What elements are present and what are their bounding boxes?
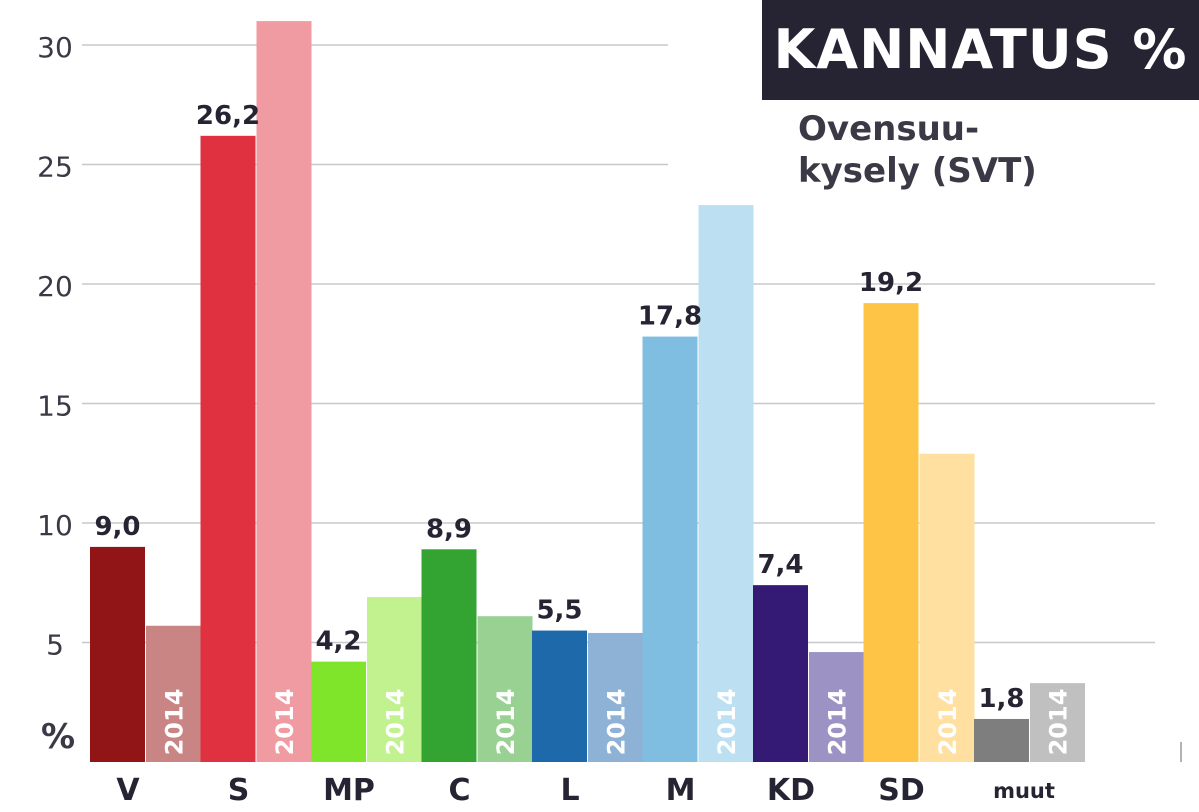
y-tick-label: 15: [37, 390, 73, 423]
y-tick-label: 20: [37, 270, 73, 303]
bar-sd-current: [863, 303, 919, 762]
bar-v-current: [90, 546, 145, 762]
y-tick-label: 5: [46, 629, 64, 662]
bar-mp-2014: [367, 597, 422, 762]
bar-m-2014: [698, 205, 754, 762]
bar-sd-2014: [919, 453, 975, 762]
bar-kd-current: [753, 585, 808, 762]
bars: [90, 21, 1085, 763]
x-tick-label-s: S: [228, 773, 250, 808]
subtitle-line-1: Ovensuu-: [798, 109, 980, 149]
bar-muut-current: [974, 718, 1029, 762]
x-tick-label-l: L: [560, 773, 579, 808]
chart-title: KANNATUS %: [762, 0, 1199, 100]
bar-mp-current: [311, 661, 366, 762]
bar-c-current: [421, 549, 477, 762]
bar-year-label: 2014: [161, 689, 189, 756]
y-tick-labels: 5 10 15 20 25 30: [37, 31, 73, 662]
y-tick-label: 25: [37, 151, 73, 184]
x-tick-label-v: V: [116, 773, 140, 808]
x-tick-label-sd: SD: [878, 773, 925, 808]
x-tick-label-kd: KD: [767, 773, 815, 808]
bar-year-label: 2014: [492, 689, 520, 756]
value-label-s: 26,2: [196, 101, 260, 131]
chart-subtitle: Ovensuu- kysely (SVT): [798, 108, 1098, 192]
bar-m-current: [642, 336, 698, 762]
bar-year-label: 2014: [824, 689, 852, 756]
bar-c-2014: [477, 616, 533, 762]
value-label-kd: 7,4: [757, 550, 803, 580]
bar-v-2014: [146, 625, 201, 762]
bar-kd-2014: [809, 652, 864, 762]
bar-year-label: 2014: [934, 689, 962, 756]
bar-year-label: 2014: [713, 689, 741, 756]
y-axis-label: %: [41, 717, 75, 757]
bar-s-2014: [256, 21, 312, 763]
y-tick-label: 30: [37, 31, 73, 64]
x-tick-label-m: M: [666, 773, 696, 808]
data-labels: 2014 9,0 2014 26,2 2014 4,2 2014 8,9 2014 5,5 2014…: [94, 101, 1072, 756]
subtitle-line-2: kysely (SVT): [798, 151, 1037, 191]
bar-muut-2014: [1030, 683, 1085, 762]
x-tick-label-c: C: [448, 773, 470, 808]
bar-year-label: 2014: [382, 689, 410, 756]
x-tick-label-muut: muut: [993, 779, 1055, 803]
bar-year-label: 2014: [271, 689, 299, 756]
value-label-muut: 1,8: [978, 684, 1024, 714]
x-tick-labels: V S MP C L M KD SD muut: [116, 773, 1055, 808]
bar-l-current: [532, 630, 587, 762]
value-label-mp: 4,2: [315, 627, 361, 657]
bar-s-current: [200, 135, 256, 762]
bar-year-label: 2014: [603, 689, 631, 756]
bar-l-2014: [588, 632, 643, 762]
bar-year-label: 2014: [1045, 689, 1073, 756]
value-label-c: 8,9: [426, 514, 472, 544]
x-tick-label-mp: MP: [323, 773, 375, 808]
y-tick-label: 10: [37, 509, 73, 542]
value-label-sd: 19,2: [859, 268, 923, 298]
value-label-l: 5,5: [536, 596, 582, 626]
value-label-m: 17,8: [638, 302, 702, 332]
value-label-v: 9,0: [94, 512, 140, 542]
